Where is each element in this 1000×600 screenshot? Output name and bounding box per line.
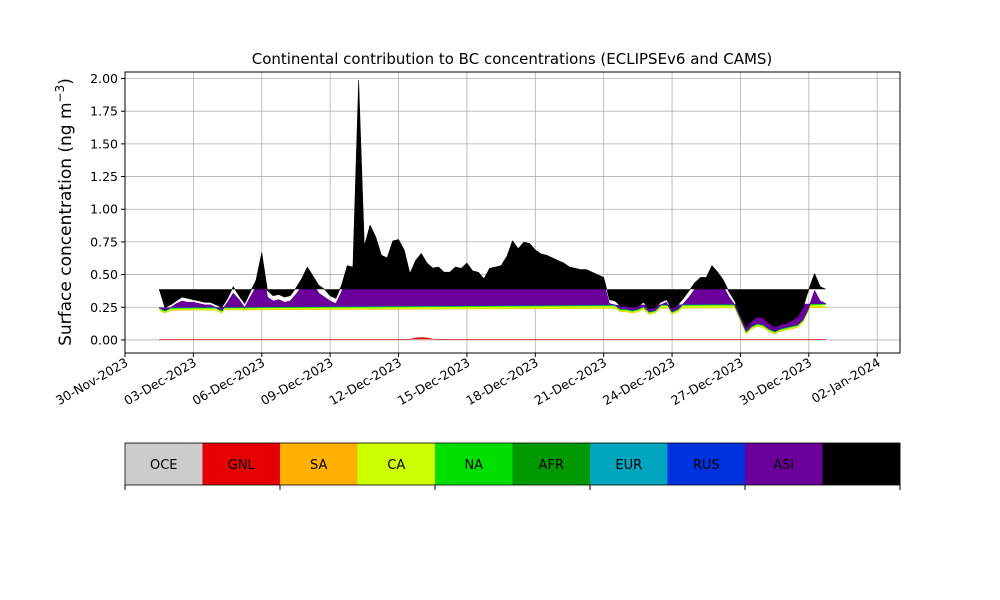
legend-label-afr: AFR <box>539 458 564 473</box>
x-tick-label: 15-Dec-2023 <box>395 355 473 408</box>
legend-swatch-afr <box>512 443 591 485</box>
x-tick-label: 06-Dec-2023 <box>190 355 268 408</box>
x-tick-label: 12-Dec-2023 <box>326 355 404 408</box>
legend-swatch-sa <box>280 443 358 485</box>
area-series-asi <box>159 96 827 332</box>
area-series-gnl <box>159 337 826 340</box>
x-tick-label: 02-Jan-2024 <box>809 355 883 406</box>
legend-swatch-oce <box>125 443 203 485</box>
legend-label-sa: SA <box>310 458 327 473</box>
legend-frame <box>124 442 901 486</box>
x-tick-label: 03-Dec-2023 <box>121 355 199 408</box>
y-axis-label: Surface concentration (ng m−3) <box>53 78 76 346</box>
y-tick-label: 1.50 <box>90 136 118 151</box>
y-axis-label-main: Surface concentration (ng m <box>56 102 76 345</box>
x-tick-label: 24-Dec-2023 <box>600 355 678 408</box>
area-series-aus <box>158 79 827 328</box>
x-tick-label: 30-Nov-2023 <box>53 355 130 408</box>
x-tick-label: 09-Dec-2023 <box>258 355 336 408</box>
x-tick-label: 18-Dec-2023 <box>463 355 541 408</box>
x-tick-label: 27-Dec-2023 <box>668 355 746 408</box>
x-tick-label: 30-Dec-2023 <box>737 355 815 408</box>
x-tick-label: 21-Dec-2023 <box>532 355 610 408</box>
legend-swatch-ca <box>357 443 436 485</box>
legend-swatch-gnl <box>202 443 281 485</box>
legend-swatch-rus <box>667 443 746 485</box>
y-tick-label: 1.75 <box>90 104 118 119</box>
legend-label-rus: RUS <box>693 458 720 473</box>
legend-label-aus: AUS <box>848 458 875 473</box>
legend-label-na: NA <box>464 458 483 473</box>
y-axis-label-close: ) <box>56 78 76 85</box>
area-layer <box>158 79 827 340</box>
y-tick-label: 0.00 <box>90 332 118 347</box>
legend-colorbar: OCE GNL SA CA NA AFR EUR RUS ASI AUS <box>124 442 901 490</box>
y-tick-label: 2.00 <box>90 71 118 86</box>
legend-label-oce: OCE <box>150 458 178 473</box>
legend-label-ca: CA <box>387 458 405 473</box>
y-tick-label: 0.50 <box>90 267 118 282</box>
y-tick-label: 1.25 <box>90 169 118 184</box>
y-axis: 0.00 0.25 0.50 0.75 1.00 1.25 1.50 1.75 2.00 <box>90 71 125 347</box>
legend-swatch-asi <box>745 443 823 485</box>
legend-swatch-aus <box>822 443 901 485</box>
legend-label-gnl: GNL <box>228 458 256 473</box>
legend-label-asi: ASI <box>773 458 794 473</box>
y-tick-label: 1.00 <box>90 202 118 217</box>
y-tick-label: 0.75 <box>90 234 118 249</box>
legend-swatch-eur <box>590 443 668 485</box>
chart-title: Continental contribution to BC concentra… <box>252 50 773 68</box>
legend-swatch-na <box>435 443 513 485</box>
x-axis: 30-Nov-202303-Dec-202306-Dec-202309-Dec-… <box>53 353 883 408</box>
y-axis-label-exponent: −3 <box>53 85 67 103</box>
legend-label-eur: EUR <box>615 458 642 473</box>
plot-frame <box>124 71 901 354</box>
y-tick-label: 0.25 <box>90 300 118 315</box>
